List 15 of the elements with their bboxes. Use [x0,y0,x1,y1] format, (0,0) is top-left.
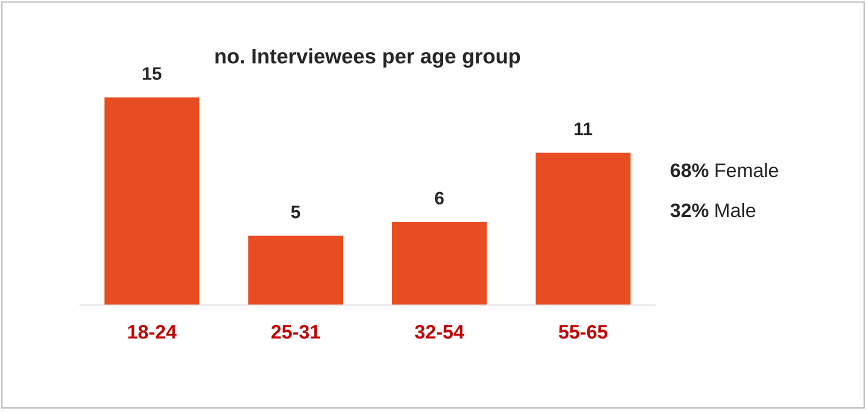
bar [104,97,200,305]
data-label: 11 [574,122,592,136]
data-label: 15 [142,67,162,80]
x-tick-label: 18-24 [128,324,177,339]
text: 32% Male [670,202,756,218]
x-tick-label: 55-65 [558,324,608,339]
bar [536,152,631,305]
x-tick-label: 25-31 [271,324,320,339]
text: 68% Female [670,162,778,178]
data-label: 5 [291,206,300,218]
chart-title: no. Interviewees per age group [215,48,520,68]
bar [248,236,344,305]
bar [392,222,487,305]
data-label: 6 [435,192,444,204]
x-tick-label: 32-54 [414,324,464,339]
